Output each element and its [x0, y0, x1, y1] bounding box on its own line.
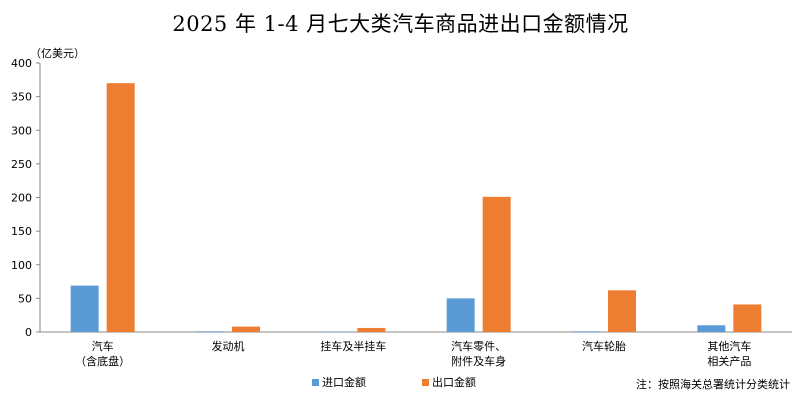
y-unit-label: （亿美元）	[30, 47, 85, 60]
legend-label-export: 出口金额	[432, 376, 476, 389]
bar-export	[482, 196, 511, 332]
legend-label-import: 进口金额	[322, 376, 366, 389]
bar-import	[446, 298, 475, 332]
bar-import	[196, 331, 224, 332]
legend-swatch-import	[312, 378, 319, 386]
y-tick-label: 400	[11, 57, 32, 70]
bar-export	[106, 83, 135, 332]
x-tick-label: 汽车	[92, 339, 114, 353]
legend-swatch-export	[422, 378, 429, 386]
chart-title: 2025 年 1-4 月七大类汽车商品进出口金额情况	[172, 12, 629, 36]
x-tick-label: 相关产品	[707, 354, 751, 368]
legend-item-export: 出口金额	[422, 374, 476, 390]
bar-import	[697, 325, 726, 332]
bar-export	[232, 326, 260, 332]
bar-export	[357, 327, 386, 332]
x-tick-label: （含底盘）	[75, 354, 130, 368]
y-tick-label: 50	[18, 292, 32, 305]
y-tick-label: 100	[11, 259, 32, 272]
y-tick-label: 350	[11, 91, 32, 104]
legend-item-import: 进口金额	[312, 374, 366, 390]
source-note: 注：按照海关总署统计分类统计	[636, 378, 790, 391]
chart-bars	[70, 83, 762, 332]
bar-export	[733, 304, 762, 332]
x-tick-label: 发动机	[212, 339, 245, 353]
y-tick-label: 150	[11, 225, 32, 238]
y-tick-label: 0	[25, 326, 32, 339]
bar-import	[70, 285, 99, 332]
x-tick-label: 汽车轮胎	[582, 339, 626, 353]
y-tick-label: 200	[11, 192, 32, 205]
x-tick-label: 其他汽车	[707, 339, 751, 353]
y-tick-label: 250	[11, 158, 32, 171]
bar-import	[572, 331, 600, 332]
bar-export	[608, 290, 636, 332]
x-tick-label: 附件及车身	[451, 354, 506, 368]
x-tick-label: 挂车及半挂车	[320, 339, 386, 353]
y-tick-label: 300	[11, 124, 32, 137]
chart-axes: 0 50 100 150 200 250 300 350 400	[11, 57, 792, 339]
x-tick-label: 汽车零件、	[451, 339, 506, 353]
